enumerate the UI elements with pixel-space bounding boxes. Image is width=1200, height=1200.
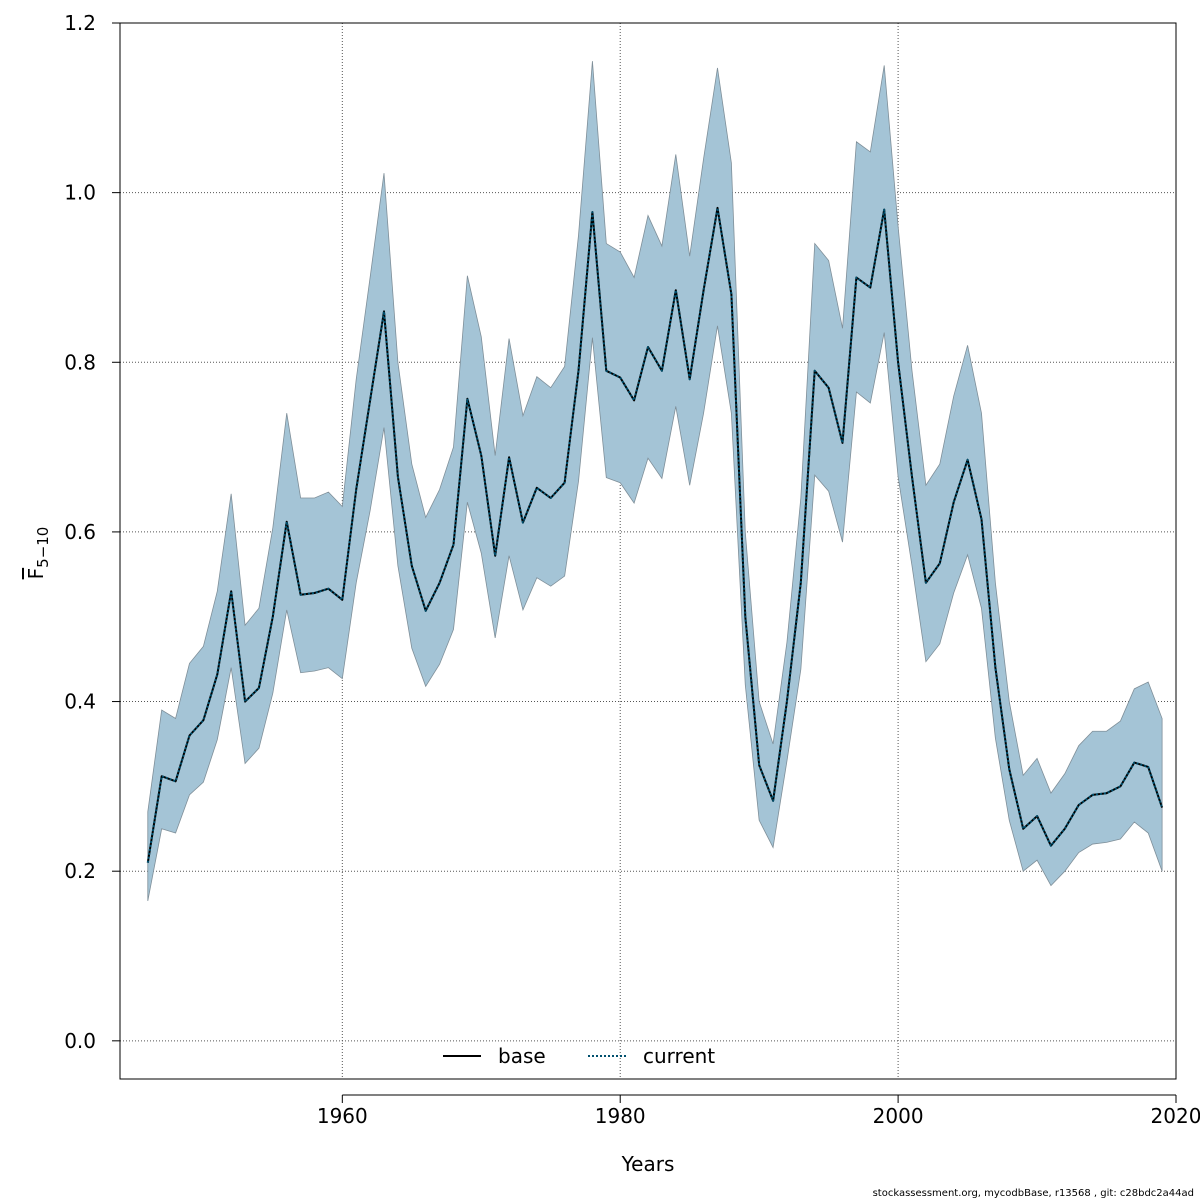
x-axis-title: Years <box>621 1152 675 1176</box>
series-lines <box>146 206 1164 863</box>
x-tick-label: 1980 <box>595 1104 646 1128</box>
svg-text:F5−10: F5−10 <box>24 527 52 580</box>
y-tick-label: 0.6 <box>64 520 96 544</box>
y-axis-title: F5−10 <box>24 527 52 580</box>
y-tick-label: 0.8 <box>64 350 96 374</box>
y-tick-label: 0.2 <box>64 859 96 883</box>
series-line-current <box>146 206 1164 863</box>
y-tick-label: 0.4 <box>64 690 96 714</box>
confidence-band <box>147 61 1163 901</box>
legend: base current <box>443 1044 715 1068</box>
y-axis-title-sub: 5−10 <box>34 527 52 568</box>
confidence-band-area <box>147 61 1163 901</box>
grid <box>120 23 1176 1079</box>
x-tick-label: 2020 <box>1151 1104 1200 1128</box>
legend-current-label: current <box>643 1044 715 1068</box>
x-tick-label: 1960 <box>317 1104 368 1128</box>
footer-note: stockassessment.org, mycodbBase, r13568 … <box>872 1188 1194 1199</box>
y-tick-label: 1.0 <box>64 181 96 205</box>
y-tick-label: 0.0 <box>64 1029 96 1053</box>
legend-base-label: base <box>498 1044 546 1068</box>
y-axis: 0.0 0.2 0.4 0.6 0.8 1.0 1.2 <box>64 11 121 1053</box>
y-axis-title-main: F <box>24 568 48 580</box>
y-tick-label: 1.2 <box>64 11 96 35</box>
x-axis: 1960 1980 2000 2020 <box>317 1094 1200 1128</box>
x-tick-label: 2000 <box>873 1104 924 1128</box>
